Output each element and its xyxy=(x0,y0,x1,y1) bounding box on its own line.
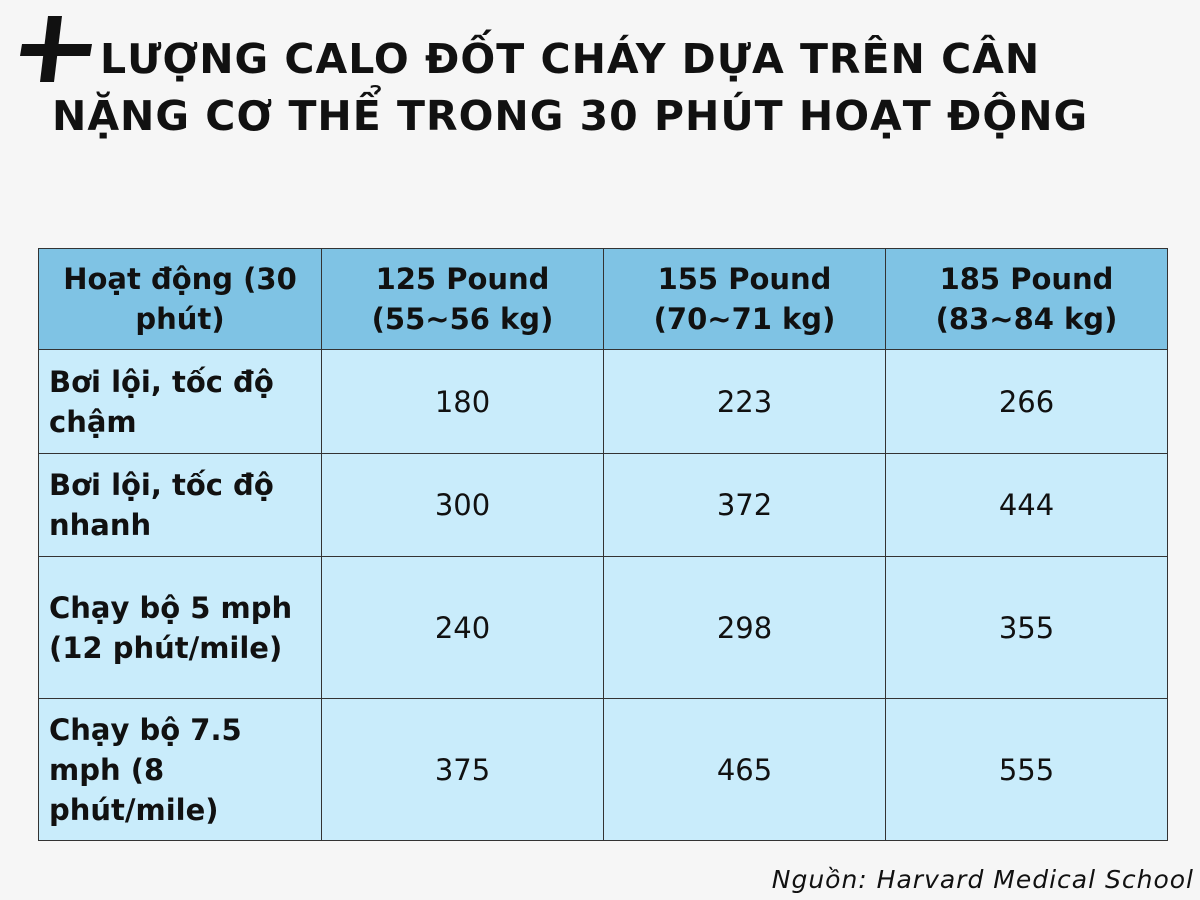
calorie-cell: 372 xyxy=(603,453,886,557)
calorie-cell: 180 xyxy=(321,349,604,454)
data-table: Hoạt động (30 phút) 125 Pound (55~56 kg) 1… xyxy=(38,248,1168,841)
table-row: Chạy bộ 7.5 mph (8 phút/mile) 375 465 555 xyxy=(38,698,1168,841)
calorie-cell: 240 xyxy=(321,556,604,699)
calorie-cell: 555 xyxy=(885,698,1168,841)
column-header: 155 Pound (70~71 kg) xyxy=(603,248,886,350)
calorie-cell: 444 xyxy=(885,453,1168,557)
calorie-cell: 223 xyxy=(603,349,886,454)
header-row: Hoạt động (30 phút) 125 Pound (55~56 kg) 1… xyxy=(38,248,1168,350)
calorie-cell: 355 xyxy=(885,556,1168,699)
activity-cell: Chạy bộ 7.5 mph (8 phút/mile) xyxy=(38,698,322,841)
title-line: LƯỢNG CALO ĐỐT CHÁY DỰA TRÊN CÂN xyxy=(100,35,1041,83)
calorie-cell: 300 xyxy=(321,453,604,557)
table-row: Chạy bộ 5 mph (12 phút/mile) 240 298 355 xyxy=(38,556,1168,699)
calorie-cell: 266 xyxy=(885,349,1168,454)
logo-icon xyxy=(20,16,92,82)
title-line: NẶNG CƠ THỂ TRONG 30 PHÚT HOẠT ĐỘNG xyxy=(52,92,1089,140)
table-row: Bơi lội, tốc độ chậm 180 223 266 xyxy=(38,349,1168,454)
activity-cell: Bơi lội, tốc độ chậm xyxy=(38,349,322,454)
activity-cell: Bơi lội, tốc độ nhanh xyxy=(38,453,322,557)
source-note: Nguồn: Harvard Medical School xyxy=(771,865,1194,894)
calorie-cell: 298 xyxy=(603,556,886,699)
table-body: Bơi lội, tốc độ chậm 180 223 266 Bơi lội, tố… xyxy=(38,349,1168,841)
column-header: 125 Pound (55~56 kg) xyxy=(321,248,604,350)
table-row: Bơi lội, tốc độ nhanh 300 372 444 xyxy=(38,453,1168,557)
activity-cell: Chạy bộ 5 mph (12 phút/mile) xyxy=(38,556,322,699)
column-header: Hoạt động (30 phút) xyxy=(38,248,322,350)
calorie-cell: 375 xyxy=(321,698,604,841)
calorie-cell: 465 xyxy=(603,698,886,841)
column-header: 185 Pound (83~84 kg) xyxy=(885,248,1168,350)
